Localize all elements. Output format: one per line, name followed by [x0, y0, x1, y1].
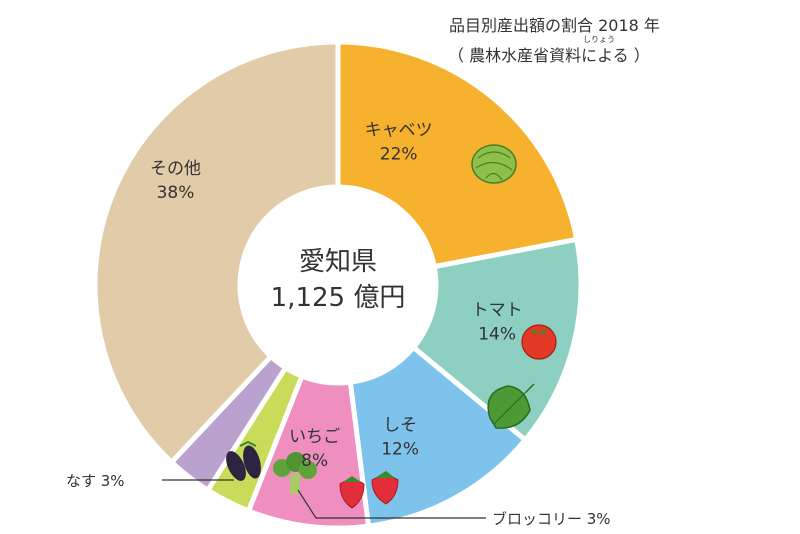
- callout-eggplant-text: なす 3%: [66, 472, 125, 490]
- label-tomato-name: トマト: [472, 300, 523, 320]
- slice-other: [92, 39, 341, 466]
- chart-callouts: なす 3% ブロッコリー 3%: [66, 472, 611, 528]
- eggplant-icon: [226, 440, 261, 481]
- chart-source: （ 農林水産省資料による ）: [448, 46, 650, 65]
- label-strawberry-name: いちご: [289, 427, 340, 447]
- label-strawberry-value: 8%: [301, 451, 328, 471]
- label-tomato-value: 14%: [478, 324, 516, 344]
- callout-broccoli-text: ブロッコリー 3%: [492, 510, 611, 528]
- strawberry-icon: [339, 471, 399, 509]
- callout-broccoli-line: [297, 489, 486, 519]
- slice-tomato: [409, 236, 584, 444]
- chart-labels: キャベツ 22% トマト 14% しそ 12% いちご 8% その他 38%: [150, 121, 523, 472]
- chart-slices: [92, 39, 584, 531]
- center-label: 愛知県 1,125 億円: [271, 247, 406, 313]
- chart-title: 品目別産出額の割合 2018 年: [449, 16, 660, 35]
- label-other-value: 38%: [157, 183, 195, 203]
- broccoli-icon: [273, 452, 317, 494]
- decorations: [226, 144, 557, 509]
- shiso-leaf-icon: [487, 383, 535, 429]
- center-total: 1,125 億円: [271, 283, 406, 313]
- label-shiso-name: しそ: [383, 415, 417, 435]
- tomato-icon: [521, 324, 557, 360]
- slice-cabbage: [335, 39, 580, 270]
- label-shiso-value: 12%: [381, 439, 419, 459]
- cabbage-icon: [471, 144, 517, 184]
- label-other-name: その他: [150, 159, 201, 179]
- label-cabbage-value: 22%: [380, 145, 418, 165]
- label-cabbage-name: キャベツ: [365, 121, 433, 141]
- title-ruby: しりょう: [583, 35, 615, 44]
- center-region: 愛知県: [299, 247, 377, 277]
